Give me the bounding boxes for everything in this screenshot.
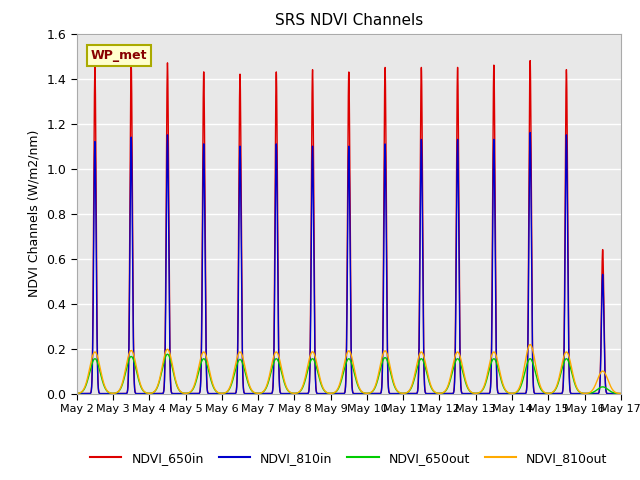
Y-axis label: NDVI Channels (W/m2/nm): NDVI Channels (W/m2/nm) — [28, 130, 41, 297]
Title: SRS NDVI Channels: SRS NDVI Channels — [275, 13, 423, 28]
Legend: NDVI_650in, NDVI_810in, NDVI_650out, NDVI_810out: NDVI_650in, NDVI_810in, NDVI_650out, NDV… — [85, 447, 612, 469]
Text: WP_met: WP_met — [90, 49, 147, 62]
